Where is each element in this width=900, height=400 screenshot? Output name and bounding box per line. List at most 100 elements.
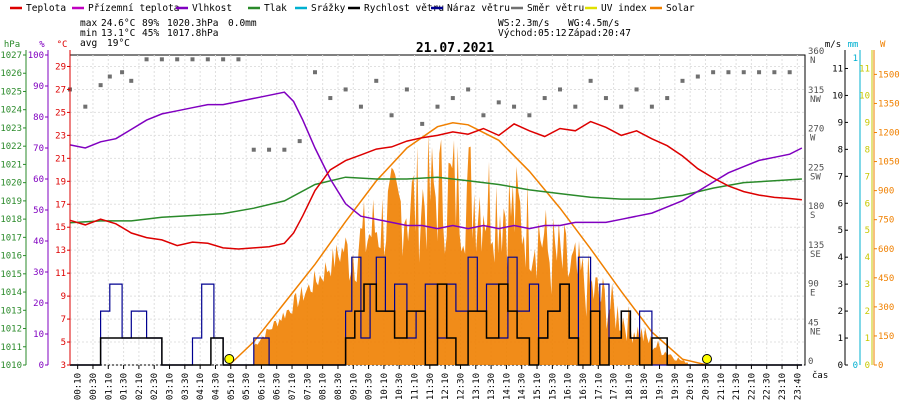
humidity-axis-tick-label: 90: [33, 82, 44, 92]
solar-axis-tick-label: 150: [878, 332, 894, 342]
temperature-axis-tick-label: 21: [55, 154, 66, 164]
wind-direction-point: [711, 70, 716, 75]
wind-axis-tick-label: 0: [838, 361, 843, 371]
x-tick-label: 17:10: [594, 373, 604, 400]
humidity-axis-tick-label: 70: [33, 144, 44, 154]
wind-axis-tick-label: 10: [832, 91, 843, 101]
direction-tick-label: 225: [808, 163, 824, 173]
direction-compass-label: SE: [810, 250, 821, 260]
sunrise-marker: [224, 354, 235, 364]
wind-direction-point: [466, 87, 471, 92]
temperature-axis-tick-label: 29: [55, 62, 66, 72]
wind-direction-point: [619, 104, 624, 109]
x-tick-label: 06:30: [273, 373, 283, 400]
stat-max-temp: 24.6°C: [101, 18, 135, 29]
solar-envelope-line: [228, 122, 708, 366]
x-tick-label: 13:10: [472, 373, 482, 400]
x-tick-label: 19:30: [671, 373, 681, 400]
solar-axis-tick-label: 600: [878, 245, 894, 255]
solar-axis-tick-label: 900: [878, 187, 894, 197]
x-tick-label: 19:10: [656, 373, 666, 400]
temperature-axis-tick-label: 7: [61, 315, 66, 325]
x-tick-label: 00:10: [74, 373, 84, 400]
wind-axis-tick-label: 2: [838, 307, 843, 317]
wind-direction-point: [107, 74, 112, 79]
x-tick-label: 02:10: [135, 373, 145, 400]
stat-wind-speed: WS:2.3m/s: [498, 18, 549, 29]
pressure-axis-tick-label: 1011: [0, 343, 22, 353]
wind-direction-point: [282, 147, 287, 152]
legend-label: UV index: [601, 3, 647, 14]
wind-direction-point: [343, 87, 348, 92]
x-tick-label: 15:10: [533, 373, 543, 400]
wind-axis-tick-label: 5: [838, 226, 843, 236]
solar-measured-area: [253, 134, 689, 365]
wind-axis-tick-label: 11: [832, 64, 843, 74]
wind-direction-point: [649, 104, 654, 109]
x-tick-label: 20:30: [701, 373, 711, 400]
wind-direction-point: [205, 57, 210, 62]
wind-axis-tick-label: 9: [838, 118, 843, 128]
x-tick-label: 14:30: [518, 373, 528, 400]
wind-direction-point: [542, 96, 547, 101]
x-tick-label: 12:10: [441, 373, 451, 400]
direction-tick-label: 90: [808, 280, 819, 290]
wind-axis-tick-label: 6: [838, 199, 843, 209]
solar-axis-tick-label: 1500: [878, 70, 900, 80]
x-tick-label: 10:30: [395, 373, 405, 400]
x-tick-label: 04:30: [211, 373, 221, 400]
chart-title: 21.07.2021: [416, 41, 494, 56]
temperature-axis-tick-label: 23: [55, 131, 66, 141]
stat-sunrise: Východ:05:12: [498, 28, 567, 39]
humidity-axis-tick-label: 30: [33, 268, 44, 278]
temperature-axis-tick-label: 19: [55, 177, 66, 187]
stat-min-label: min: [80, 28, 97, 39]
x-tick-label: 23:10: [778, 373, 788, 400]
stat-max-pressure: 1020.3hPa: [167, 18, 218, 29]
wind-direction-point: [404, 87, 409, 92]
wind-direction-point: [527, 113, 532, 118]
temperature-axis-tick-label: 11: [55, 269, 66, 279]
x-tick-label: 06:10: [257, 373, 267, 400]
wind-direction-point: [120, 70, 125, 75]
solar-axis-tick-label: 1350: [878, 99, 900, 109]
wind-direction-point: [129, 78, 134, 83]
pressure-axis-tick-label: 1026: [0, 69, 22, 79]
x-tick-label: 00:30: [89, 373, 99, 400]
uv-axis-tick-label: 6: [865, 199, 870, 209]
pressure-axis-tick-label: 1015: [0, 270, 22, 280]
pressure-axis-tick-label: 1013: [0, 306, 22, 316]
x-tick-label: 08:30: [334, 373, 344, 400]
solar-axis-unit: W: [880, 40, 886, 50]
temperature-axis-tick-label: 9: [61, 292, 66, 302]
temperature-axis-unit: °C: [57, 40, 68, 50]
wind-direction-point: [496, 100, 501, 105]
rain-axis-tick-label: 1: [853, 54, 858, 64]
axes: 00:10 00:30 01:10 01:30 02:10 02:30 03:10 03:30…: [0, 40, 899, 400]
stat-min-temp: 13.1°C: [101, 28, 135, 39]
pressure-axis-tick-label: 1021: [0, 160, 22, 170]
x-tick-label: 23:40: [793, 373, 803, 400]
pressure-axis-tick-label: 1010: [0, 361, 22, 371]
wind-direction-point: [251, 147, 256, 152]
rain-axis-tick-label: 0: [853, 361, 858, 371]
humidity-axis-tick-label: 100: [28, 51, 44, 61]
direction-compass-label: NW: [810, 95, 821, 105]
humidity-axis-tick-label: 80: [33, 113, 44, 123]
humidity-axis-tick-label: 20: [33, 299, 44, 309]
x-tick-label: 12:30: [456, 373, 466, 400]
uv-axis-tick-label: 2: [865, 307, 870, 317]
x-tick-label: 10:10: [380, 373, 390, 400]
x-tick-label: 16:30: [579, 373, 589, 400]
direction-compass-label: N: [810, 56, 815, 66]
legend: Teplota Přízemní teplota Vlhkost Tlak Srážky…: [10, 3, 695, 14]
x-tick-label: 05:30: [242, 373, 252, 400]
sunset-marker: [702, 354, 712, 364]
solar-measured-fill: [253, 134, 689, 365]
humidity-axis-tick-label: 40: [33, 237, 44, 247]
wind-direction-point: [159, 57, 164, 62]
stat-min-pressure: 1017.8hPa: [167, 28, 218, 39]
solar-axis-tick-label: 750: [878, 216, 894, 226]
legend-label: Směr větru: [527, 3, 584, 14]
